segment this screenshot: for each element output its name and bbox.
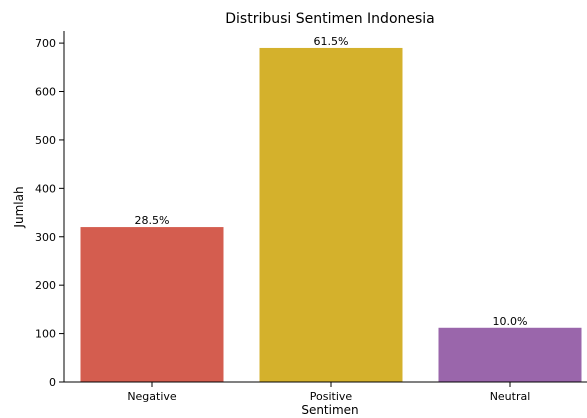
x-tick-label: Negative bbox=[127, 390, 177, 403]
y-tick-label: 400 bbox=[35, 182, 56, 195]
y-axis-label: Jumlah bbox=[12, 186, 26, 228]
y-axis: 0 100 200 300 400 500 600 700 bbox=[35, 37, 64, 389]
x-axis: Negative Positive Neutral bbox=[127, 382, 530, 403]
x-tick-label: Positive bbox=[310, 390, 353, 403]
bar-value-label: 28.5% bbox=[135, 214, 170, 227]
y-tick-label: 0 bbox=[49, 376, 56, 389]
bar-neutral bbox=[438, 327, 582, 382]
x-axis-label: Sentimen bbox=[301, 403, 358, 417]
y-tick-label: 300 bbox=[35, 231, 56, 244]
y-tick-label: 100 bbox=[35, 328, 56, 341]
bar-value-label: 10.0% bbox=[493, 315, 528, 328]
y-tick-label: 700 bbox=[35, 37, 56, 50]
bar-positive bbox=[259, 47, 403, 383]
chart-title: Distribusi Sentimen Indonesia bbox=[225, 11, 435, 27]
x-tick-label: Neutral bbox=[490, 390, 531, 403]
y-tick-label: 200 bbox=[35, 279, 56, 292]
bar-value-label: 61.5% bbox=[314, 35, 349, 48]
bars-group: 28.5% 61.5% 10.0% bbox=[80, 35, 582, 383]
y-tick-label: 600 bbox=[35, 86, 56, 99]
y-tick-label: 500 bbox=[35, 134, 56, 147]
bar-negative bbox=[80, 227, 224, 382]
